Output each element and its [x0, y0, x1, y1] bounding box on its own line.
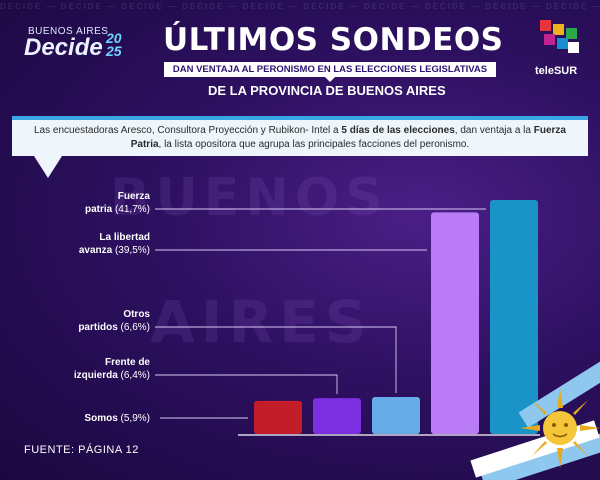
label-fuerza-patria-line2: patria (41,7%) [85, 204, 150, 215]
source-note: FUENTE: PÁGINA 12 [24, 444, 139, 456]
bar-otros-partidos [372, 396, 420, 434]
label-otros-partidos-line1: Otros [123, 309, 150, 320]
label-otros-partidos-line2: partidos (6,6%) [78, 322, 150, 333]
telesur-logo-text: teleSUR [535, 65, 578, 77]
background-word-aires: AIRES [150, 288, 373, 356]
sun-of-may-icon [520, 388, 600, 468]
leader-line-frente-de-izquierda [155, 374, 338, 395]
bar-somos [254, 400, 302, 434]
bar-fuerza-patria [490, 200, 538, 434]
background-word-buenos: BUENOS [110, 168, 389, 228]
page-title: ÚLTIMOS SONDEOS [163, 22, 504, 58]
logo-region-text: BUENOS AIRES [28, 26, 109, 37]
subtitle-region: DE LA PROVINCIA DE BUENOS AIRES [208, 83, 446, 98]
description-pointer [34, 156, 62, 178]
logo-year-top: 20 [106, 30, 122, 46]
label-frente-de-izquierda-line2: izquierda (6,4%) [74, 370, 150, 381]
label-fuerza-patria-line1: Fuerza [118, 191, 151, 202]
logo-year: 20 25 [106, 30, 136, 59]
decide-watermark: DECIDE — DECIDE — DECIDE — DECIDE — DECI… [0, 2, 600, 11]
banner-notch [325, 77, 335, 82]
label-la-libertad-avanza-line1: La libertad [99, 232, 150, 243]
label-frente-de-izquierda-line1: Frente de [105, 357, 150, 368]
telesur-logo-icon [540, 20, 580, 58]
bar-la-libertad-avanza [431, 212, 479, 434]
bar-frente-de-izquierda [313, 398, 361, 434]
subtitle-banner: DAN VENTAJA AL PERONISMO EN LAS ELECCION… [164, 62, 496, 77]
leader-line-otros-partidos [155, 326, 397, 393]
logo-year-bottom: 25 [106, 43, 122, 59]
description-text: Las encuestadoras Aresco, Consultora Pro… [34, 125, 566, 150]
label-la-libertad-avanza-line2: avanza (39,5%) [79, 245, 150, 256]
description-box: Las encuestadoras Aresco, Consultora Pro… [12, 116, 588, 156]
logo-main-text: Decide [24, 34, 103, 61]
label-somos-line1: Somos (5,9%) [84, 413, 150, 424]
